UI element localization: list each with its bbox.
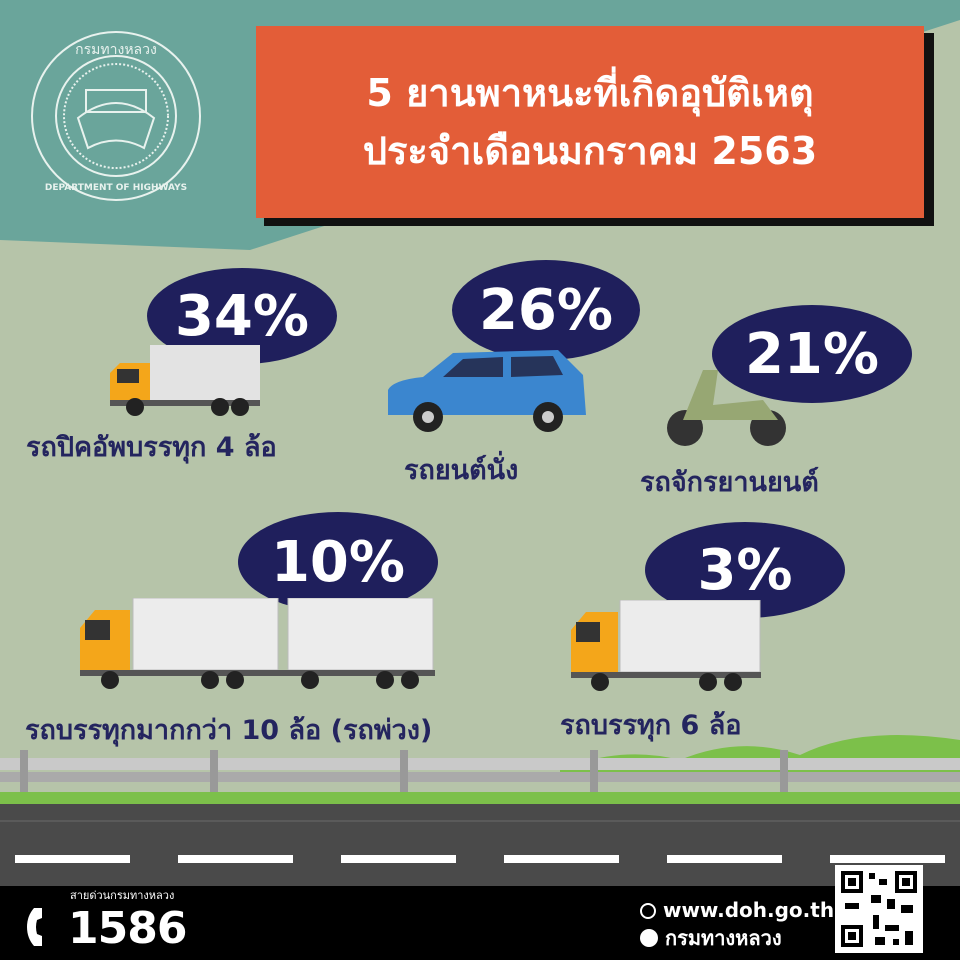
website-text: www.doh.go.th: [662, 898, 835, 922]
percent-badge: 10%: [238, 512, 438, 612]
qr-code[interactable]: [835, 865, 923, 953]
facebook-link[interactable]: กรมทางหลวง: [640, 926, 782, 950]
vehicle-label: รถบรรทุกมากกว่า 10 ล้อ (รถพ่วง): [25, 715, 433, 746]
page-title: 5 ยานพาหนะที่เกิดอุบัติเหตุ ประจำเดือนมก…: [256, 26, 924, 218]
title-line-2: ประจำเดือนมกราคม 2563: [362, 129, 818, 173]
footer: สายด่วนกรมทางหลวง 1586 www.doh.go.th กรม…: [0, 886, 960, 960]
website-link[interactable]: www.doh.go.th: [640, 898, 834, 922]
vehicle-label: รถยนต์นั่ง: [404, 455, 519, 486]
title-line-1: 5 ยานพาหนะที่เกิดอุบัติเหตุ: [366, 71, 814, 115]
motorcycle-icon: [667, 370, 786, 446]
svg-text:กรมทางหลวง: กรมทางหลวง: [75, 42, 157, 58]
car-icon: [388, 350, 586, 432]
globe-icon: [640, 903, 656, 919]
trailer-truck-icon: [80, 598, 435, 689]
vehicle-label: รถปิคอัพบรรทุก 4 ล้อ: [26, 432, 277, 463]
hotline-number[interactable]: 1586: [68, 903, 187, 954]
six-wheel-truck-icon: [571, 600, 761, 691]
svg-text:DEPARTMENT OF HIGHWAYS: DEPARTMENT OF HIGHWAYS: [45, 183, 187, 193]
facebook-text: กรมทางหลวง: [664, 926, 782, 950]
phone-icon: [27, 908, 42, 946]
facebook-icon: [640, 929, 658, 947]
percent-badge: 26%: [452, 260, 640, 360]
vehicle-label: รถบรรทุก 6 ล้อ: [560, 710, 742, 741]
pickup-truck-icon: [110, 345, 260, 416]
department-of-highways-logo: กรมทางหลวง DEPARTMENT OF HIGHWAYS: [31, 31, 201, 201]
percent-badge: 21%: [712, 305, 912, 403]
vehicle-label: รถจักรยานยนต์: [640, 467, 819, 498]
hotline-label: สายด่วนกรมทางหลวง: [70, 889, 175, 902]
